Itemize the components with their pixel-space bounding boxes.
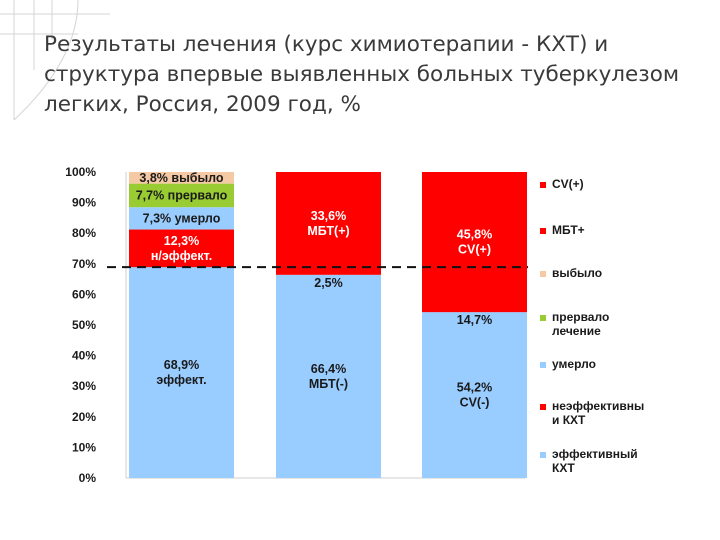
segment-label: 7,7% прервало — [136, 188, 228, 202]
segment-label: 68,9% — [164, 358, 199, 372]
segment-label: 54,2% — [457, 381, 492, 395]
segment-label: 66,4% — [311, 362, 346, 376]
y-tick-label: 40% — [72, 349, 96, 363]
bar-segment — [276, 172, 381, 275]
bar-segment — [129, 183, 234, 208]
y-tick-label: 80% — [72, 226, 96, 240]
corner-decoration — [0, 0, 110, 120]
legend-swatch — [540, 228, 546, 234]
bar-segment — [422, 172, 527, 313]
legend-label: лечение — [552, 324, 601, 338]
legend-swatch — [540, 452, 546, 458]
y-tick-label: 0% — [79, 471, 97, 485]
bar-segment — [276, 274, 381, 478]
segment-label: МБТ(-) — [309, 377, 348, 391]
segment-label: н/эффект. — [151, 249, 212, 263]
legend-label: CV(+) — [552, 177, 584, 191]
bar-segment — [129, 172, 234, 184]
legend-swatch — [540, 271, 546, 277]
legend-label: выбыло — [552, 266, 602, 280]
y-tick-label: 30% — [72, 379, 96, 393]
segment-label: эффект. — [156, 373, 206, 387]
legend-swatch — [540, 315, 546, 321]
legend-swatch — [540, 404, 546, 410]
segment-label: 33,6% — [311, 209, 346, 223]
segment-label: 12,3% — [164, 234, 199, 248]
segment-label: 45,8% — [457, 228, 492, 242]
legend-swatch — [540, 182, 546, 188]
annotations: 2,5% 14,7% — [107, 266, 528, 327]
legend-swatch — [540, 362, 546, 368]
legend-label: КХТ — [552, 461, 575, 475]
slide-title: Результаты лечения (курс химиотерапии - … — [44, 32, 680, 117]
legend-label: неэффективны — [552, 399, 644, 413]
y-tick-label: 100% — [65, 165, 96, 179]
bar-segment — [422, 312, 527, 478]
bar-segment — [129, 229, 234, 268]
bar-segment — [129, 207, 234, 230]
y-tick-label: 90% — [72, 196, 96, 210]
gap-annotation: 2,5% — [314, 276, 343, 290]
legend-label: умерло — [552, 357, 596, 371]
y-tick-label: 50% — [72, 318, 96, 332]
segment-label: МБТ(+) — [307, 224, 349, 238]
segment-label: 7,3% умерло — [143, 211, 221, 225]
y-tick-label: 20% — [72, 410, 96, 424]
y-tick-label: 70% — [72, 257, 96, 271]
stacked-bar-chart: 0%10%20%30%40%50%60%70%80%90%100% 68,9%э… — [65, 165, 644, 485]
legend-label: и КХТ — [552, 413, 586, 427]
legend-label: прервало — [552, 310, 609, 324]
segment-label: CV(+) — [458, 243, 491, 257]
legend-label: эффективный — [552, 447, 638, 461]
bars: 68,9%эффект. 12,3%н/эффект. 7,3% умерло 7,7… — [129, 171, 527, 478]
segment-label: 3,8% выбыло — [139, 171, 223, 185]
segment-label: CV(-) — [460, 396, 490, 410]
bar-segment — [129, 267, 234, 478]
gap-annotation: 14,7% — [457, 313, 492, 327]
y-tick-label: 10% — [72, 440, 96, 454]
y-tick-label: 60% — [72, 287, 96, 301]
legend-label: МБТ+ — [552, 223, 585, 237]
